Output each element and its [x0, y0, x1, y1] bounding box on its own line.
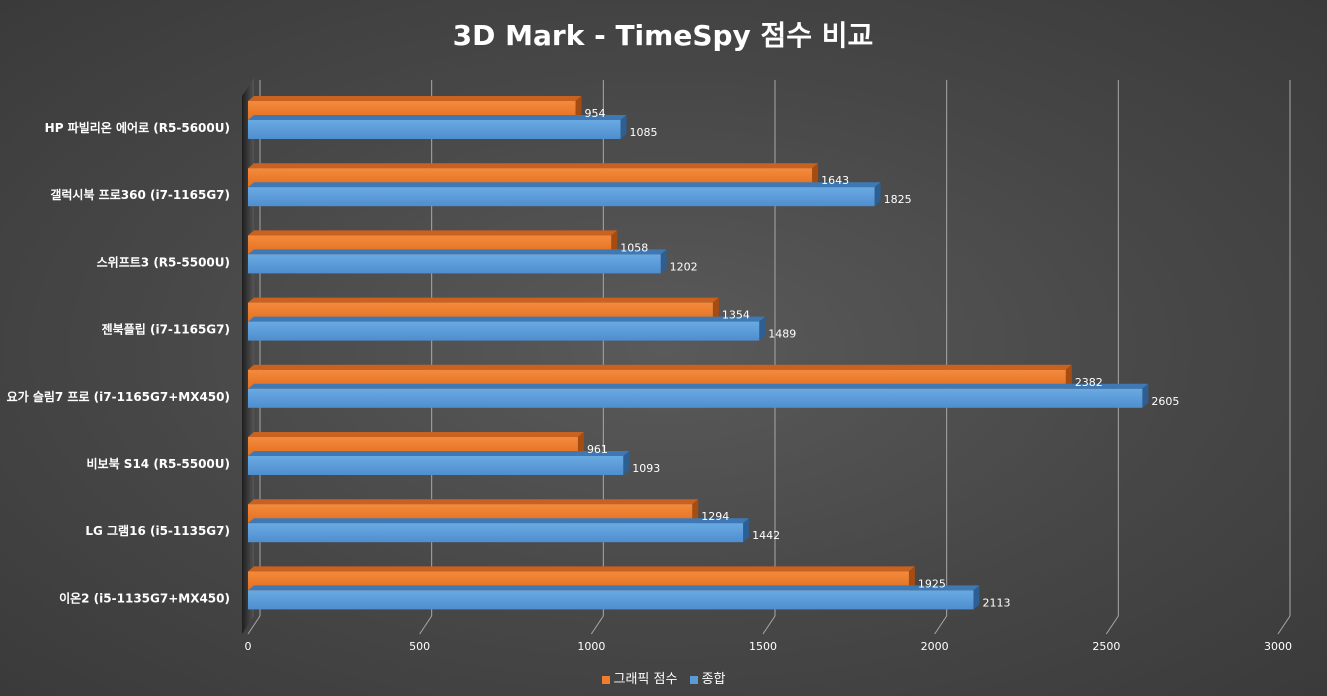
bar-top-graphics	[248, 298, 719, 303]
bar-top-graphics	[248, 499, 698, 504]
x-tick-labels: 0 500 1000 1500 2000 2500 3000	[245, 640, 1293, 653]
category-label: 갤럭시북 프로360 (i7-1165G7)	[50, 188, 230, 202]
legend-swatch-graphics	[602, 676, 610, 684]
data-label-total: 1202	[670, 260, 698, 273]
data-label-graphics: 1354	[722, 309, 750, 322]
bar-total	[248, 187, 875, 206]
data-label-graphics: 1643	[821, 174, 849, 187]
data-label-total: 1085	[630, 126, 658, 139]
bar-top-total	[248, 518, 749, 523]
data-label-graphics: 1925	[918, 577, 946, 590]
bar-top-graphics	[248, 230, 617, 235]
bar-total	[248, 322, 759, 341]
x-tick-label: 500	[409, 640, 430, 653]
chart-title: 3D Mark - TimeSpy 점수 비교	[453, 19, 874, 52]
x-tick-label: 1000	[577, 640, 605, 653]
category-label: 이온2 (i5-1135G7+MX450)	[59, 590, 230, 605]
x-tick-label: 3000	[1264, 640, 1292, 653]
gridline-floor	[1278, 616, 1290, 634]
bar-top-total	[248, 182, 881, 187]
bar-chart: 3D Mark - TimeSpy 점수 비교 954 1085 1643 1825 1…	[0, 0, 1327, 660]
data-label-total: 1825	[884, 193, 912, 206]
legend: 그래픽 점수 종합	[0, 668, 1327, 687]
grid-lines	[248, 80, 1290, 634]
bar-total	[248, 523, 743, 542]
gridline-floor	[935, 616, 947, 634]
bar-top-total	[248, 384, 1148, 389]
data-label-graphics: 961	[587, 443, 608, 456]
legend-label-graphics: 그래픽 점수	[614, 672, 678, 687]
category-label: LG 그램16 (i5-1135G7)	[85, 523, 230, 538]
data-label-total: 2605	[1151, 395, 1179, 408]
category-labels: HP 파빌리온 에어로 (R5-5600U) 갤럭시북 프로360 (i7-116…	[7, 120, 230, 605]
bar-total	[248, 120, 621, 139]
bar-top-total	[248, 317, 765, 322]
bar-total	[248, 590, 973, 609]
gridline-floor	[420, 616, 432, 634]
x-tick-label: 2000	[921, 640, 949, 653]
bar-total	[248, 254, 661, 273]
bars	[248, 96, 1148, 609]
gridline-floor	[1106, 616, 1118, 634]
bar-top-graphics	[248, 365, 1072, 370]
category-label: 비보북 S14 (R5-5500U)	[87, 456, 231, 471]
bar-top-total	[248, 585, 979, 590]
category-label: 스위프트3 (R5-5500U)	[97, 255, 230, 269]
legend-entry-total: 종합	[690, 668, 726, 687]
bar-top-graphics	[248, 163, 818, 168]
chart-area: 3D Mark - TimeSpy 점수 비교 954 1085 1643 1825 1…	[0, 0, 1327, 696]
axis-wall	[242, 78, 254, 634]
category-label: 젠북플립 (i7-1165G7)	[102, 322, 230, 337]
category-label: 요가 슬림7 프로 (i7-1165G7+MX450)	[7, 389, 230, 404]
bar-total	[248, 389, 1142, 408]
data-label-graphics: 1058	[620, 241, 648, 254]
gridline-floor	[763, 616, 775, 634]
data-label-graphics: 2382	[1075, 376, 1103, 389]
data-label-total: 1442	[752, 529, 780, 542]
gridline-floor	[591, 616, 603, 634]
bar-top-graphics	[248, 96, 582, 101]
x-tick-label: 0	[245, 640, 252, 653]
bar-top-total	[248, 249, 667, 254]
x-tick-label: 1500	[749, 640, 777, 653]
legend-entry-graphics: 그래픽 점수	[602, 668, 678, 687]
bar-top-total	[248, 451, 629, 456]
legend-swatch-total	[690, 676, 698, 684]
bar-top-graphics	[248, 566, 915, 571]
bar-total	[248, 456, 623, 475]
data-label-total: 1489	[768, 328, 796, 341]
data-label-total: 2113	[982, 596, 1010, 609]
category-axis	[242, 78, 254, 634]
legend-label-total: 종합	[702, 672, 726, 687]
bar-top-graphics	[248, 432, 584, 437]
data-label-graphics: 954	[585, 107, 606, 120]
data-label-graphics: 1294	[701, 510, 729, 523]
data-label-total: 1093	[632, 462, 660, 475]
x-tick-label: 2500	[1092, 640, 1120, 653]
bar-top-total	[248, 115, 627, 120]
category-label: HP 파빌리온 에어로 (R5-5600U)	[45, 120, 230, 135]
